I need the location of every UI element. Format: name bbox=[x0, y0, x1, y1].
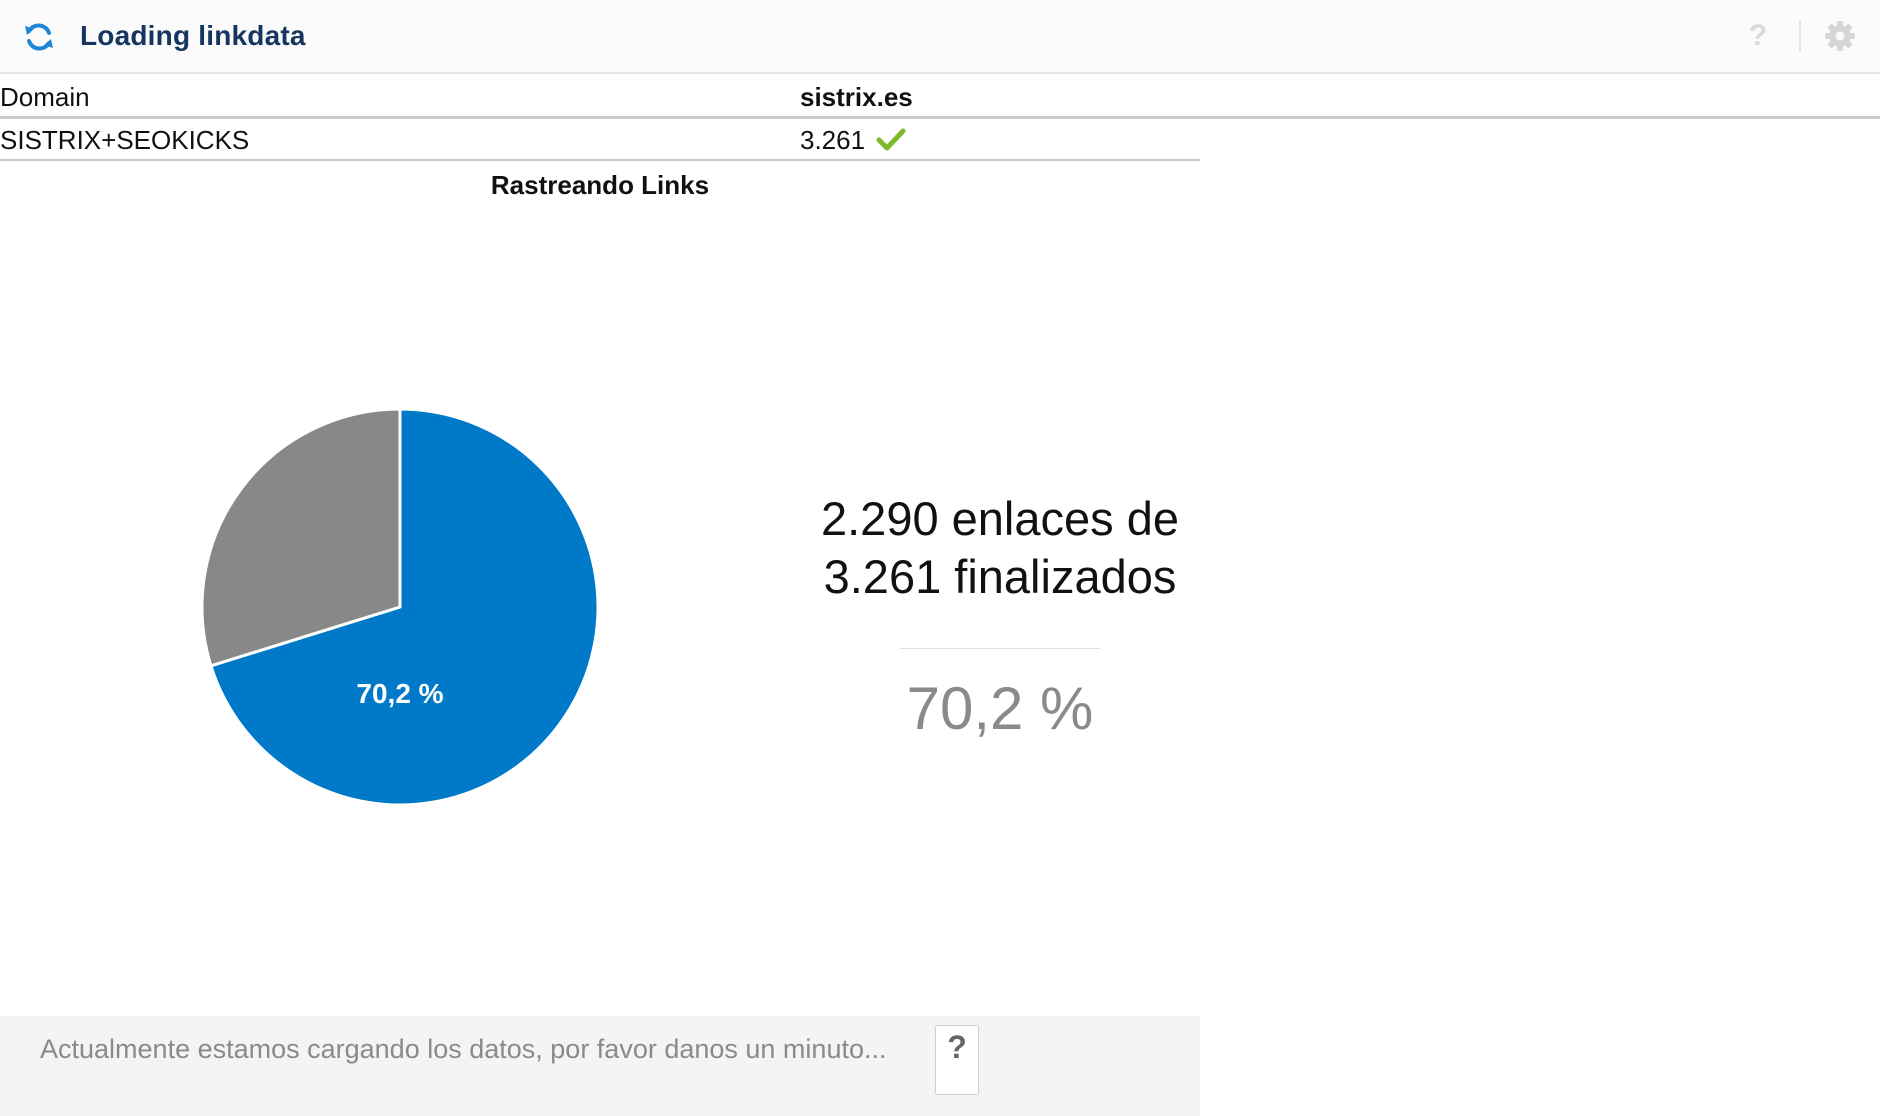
column-header-site: sistrix.es bbox=[800, 82, 913, 112]
pie-chart bbox=[200, 407, 600, 807]
header-divider bbox=[1799, 20, 1801, 52]
question-mark-icon: ? bbox=[947, 1029, 967, 1065]
pie-slice-label: 70,2 % bbox=[356, 678, 444, 709]
progress-summary-line-2: 3.261 finalizados bbox=[823, 550, 1177, 603]
widget-header: Loading linkdata ? bbox=[0, 0, 1880, 74]
loading-message: Actualmente estamos cargando los datos, … bbox=[40, 1034, 887, 1064]
check-icon bbox=[876, 128, 906, 151]
pie-slice-completed bbox=[209, 407, 600, 807]
widget-footer bbox=[0, 1016, 1200, 1116]
chart-title: Rastreando Links bbox=[490, 170, 710, 200]
table-row-label: SISTRIX+SEOKICKS bbox=[0, 125, 250, 155]
column-header-domain: Domain bbox=[0, 82, 90, 112]
table-row-rule bbox=[0, 159, 1200, 161]
footer-help-button[interactable]: ? bbox=[935, 1025, 979, 1095]
summary-divider bbox=[900, 648, 1100, 649]
widget-title: Loading linkdata bbox=[80, 20, 306, 51]
table-header-rule bbox=[0, 116, 1880, 119]
refresh-icon[interactable] bbox=[22, 20, 56, 54]
pie-slice-remaining bbox=[200, 407, 402, 668]
help-icon[interactable]: ? bbox=[1748, 19, 1768, 52]
progress-summary-line-1: 2.290 enlaces de bbox=[820, 492, 1179, 545]
gear-icon[interactable] bbox=[1824, 20, 1856, 52]
progress-percent: 70,2 % bbox=[906, 675, 1094, 742]
table-row-value: 3.261 bbox=[800, 125, 866, 155]
